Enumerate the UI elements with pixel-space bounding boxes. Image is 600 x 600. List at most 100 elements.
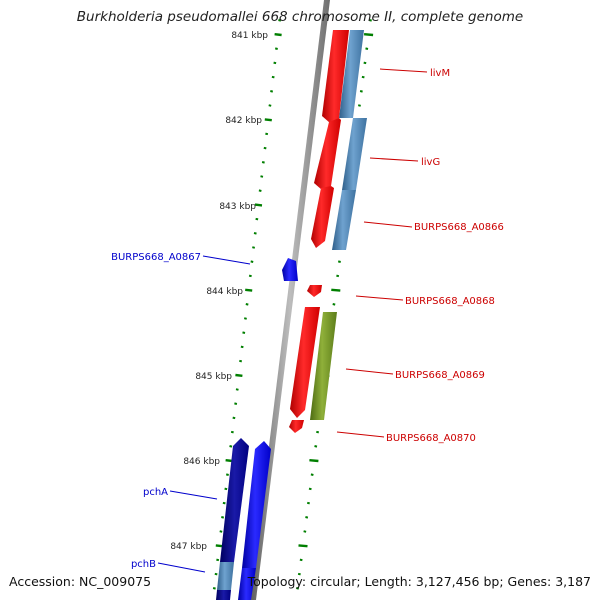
leader-line-BURPS668_A0868 [355, 295, 404, 301]
minor-tick [234, 402, 238, 405]
minor-tick [357, 104, 361, 107]
minor-tick [235, 388, 239, 391]
minor-tick [255, 217, 259, 221]
minor-tick [222, 501, 226, 505]
leader-line-BURPS668_A0869 [345, 368, 394, 375]
tick-label: 844 kbp [206, 287, 243, 297]
minor-tick [229, 445, 233, 448]
outer-track-forward-segment-1[interactable] [339, 30, 364, 118]
minor-tick [225, 473, 229, 476]
minor-tick [216, 558, 220, 562]
leader-line-BURPS668_A0867 [202, 255, 251, 265]
feature-label-pchA[interactable]: pchA [143, 487, 168, 498]
minor-tick [332, 303, 336, 306]
feature-label-livG[interactable]: livG [421, 157, 440, 168]
minor-tick [219, 530, 223, 533]
minor-tick [214, 572, 218, 576]
minor-tick [212, 587, 216, 590]
minor-tick [273, 61, 277, 65]
minor-tick [359, 90, 363, 93]
feature-label-BURPS668_A0866[interactable]: BURPS668_A0866 [414, 222, 504, 233]
feature-BURPS668_A0869[interactable] [290, 307, 320, 418]
leader-lines [157, 68, 428, 573]
feature-livM[interactable] [322, 30, 349, 123]
minor-tick [239, 359, 243, 363]
minor-tick [243, 317, 247, 320]
minor-tick [230, 430, 234, 434]
minor-tick [361, 75, 365, 79]
feature-pchA[interactable] [242, 441, 271, 568]
outer-track-forward-segment-3[interactable] [332, 190, 356, 250]
minor-tick [268, 104, 272, 107]
minor-tick [316, 430, 320, 434]
minor-tick [253, 232, 257, 235]
outer-track-forward-segment-2[interactable] [342, 118, 367, 190]
feature-label-pchB[interactable]: pchB [131, 559, 156, 570]
minor-tick [278, 19, 282, 22]
major-tick [254, 203, 263, 207]
outer-track-olive-segment[interactable] [310, 312, 337, 420]
feature-BURPS668_A0866[interactable] [311, 186, 334, 248]
outer-track [310, 30, 367, 420]
leader-line-livM [379, 68, 428, 73]
minor-tick [305, 516, 309, 519]
feature-labels: livM livG BURPS668_A0866 BURPS668_A0867 … [111, 68, 504, 570]
minor-tick [306, 501, 310, 505]
tick-labels: 841 kbp 842 kbp 843 kbp 844 kbp 845 kbp … [170, 31, 268, 552]
minor-tick [261, 161, 265, 164]
minor-tick [252, 246, 256, 249]
minor-tick [336, 274, 340, 278]
minor-tick [299, 558, 303, 562]
minor-tick [248, 274, 252, 278]
feature-label-BURPS668_A0870[interactable]: BURPS668_A0870 [386, 433, 476, 444]
tick-label: 842 kbp [225, 116, 262, 126]
feature-livG[interactable] [314, 118, 341, 190]
minor-tick [274, 47, 278, 50]
feature-BURPS668_A0867[interactable] [282, 258, 298, 281]
tick-label: 841 kbp [231, 31, 268, 41]
minor-tick [303, 530, 307, 533]
inner-track-reverse-segment-1[interactable] [220, 438, 249, 562]
major-tick [363, 33, 374, 37]
feature-BURPS668_A0868[interactable] [307, 285, 322, 297]
feature-label-BURPS668_A0868[interactable]: BURPS668_A0868 [405, 296, 495, 307]
minor-tick [365, 47, 369, 50]
feature-label-BURPS668_A0867[interactable]: BURPS668_A0867 [111, 252, 201, 263]
minor-tick [363, 61, 367, 65]
minor-tick [337, 260, 341, 263]
minor-tick [240, 345, 244, 349]
accession-text: Accession: NC_009075 [9, 574, 152, 589]
minor-tick [265, 132, 269, 136]
major-tick [298, 544, 308, 548]
major-tick [331, 288, 341, 292]
minor-tick [245, 303, 249, 306]
major-tick [215, 544, 223, 548]
minor-tick [314, 445, 318, 448]
minor-tick [250, 260, 254, 263]
major-tick [309, 459, 319, 463]
inner-track-steel-segment[interactable] [217, 562, 234, 590]
minor-tick [368, 19, 372, 22]
minor-tick [258, 189, 262, 192]
leader-line-pchA [169, 490, 218, 500]
topology-summary: Topology: circular; Length: 3,127,456 bp… [247, 574, 591, 589]
major-tick [264, 118, 272, 122]
feature-BURPS668_A0870[interactable] [289, 420, 304, 433]
map-title: Burkholderia pseudomallei 668 chromosome… [76, 9, 524, 25]
inner-track-reverse-segment-2[interactable] [216, 590, 231, 600]
tick-label: 843 kbp [219, 202, 256, 212]
major-tick [235, 373, 243, 377]
minor-tick [232, 416, 236, 420]
tick-label: 847 kbp [170, 542, 207, 552]
feature-label-BURPS668_A0869[interactable]: BURPS668_A0869 [395, 370, 485, 381]
minor-tick [271, 75, 275, 79]
tick-label: 846 kbp [183, 457, 220, 467]
minor-tick [310, 473, 314, 476]
minor-tick [263, 146, 267, 150]
feature-label-livM[interactable]: livM [430, 68, 450, 79]
feature-pchB[interactable] [238, 568, 256, 600]
tick-label: 845 kbp [195, 372, 232, 382]
major-tick [245, 288, 253, 292]
